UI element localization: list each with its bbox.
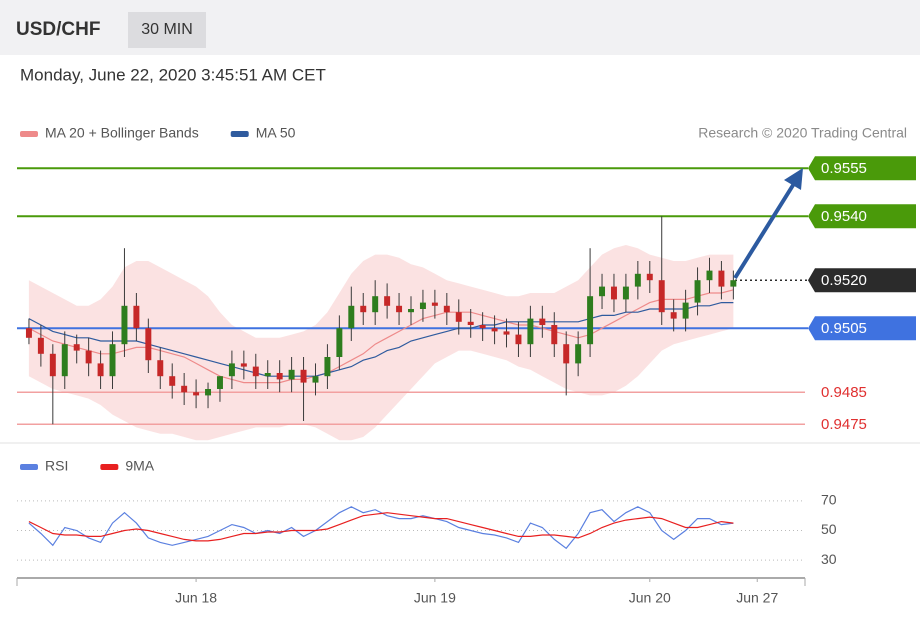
legend-label: 9MA xyxy=(125,458,154,474)
candle-body xyxy=(706,270,713,281)
legend-swatch xyxy=(230,131,249,137)
candle-body xyxy=(467,321,474,325)
x-tick-label: Jun 18 xyxy=(175,590,217,606)
symbol: USD/CHF xyxy=(16,19,100,40)
legend-swatch xyxy=(20,464,38,470)
candle-body xyxy=(479,325,486,329)
candle-body xyxy=(348,305,355,329)
level-label: 0.9555 xyxy=(821,160,867,177)
candle-body xyxy=(252,366,259,377)
candle-body xyxy=(575,344,582,364)
level-tag xyxy=(808,316,916,341)
candle-body xyxy=(527,318,534,345)
candle-body xyxy=(515,334,522,345)
target-arrowhead xyxy=(784,168,803,190)
level-label: 0.9475 xyxy=(821,416,867,433)
candle-body xyxy=(384,296,391,306)
level-label: 0.9485 xyxy=(821,384,867,401)
candle-body xyxy=(503,331,510,335)
legend-label: RSI xyxy=(45,458,68,474)
level-tag xyxy=(808,268,916,293)
candle-body xyxy=(109,344,116,377)
candle-body xyxy=(587,296,594,345)
candle-body xyxy=(37,337,44,354)
candle-body xyxy=(491,328,498,332)
candle-body xyxy=(658,280,665,313)
copyright: Research © 2020 Trading Central xyxy=(698,125,907,141)
candle-body xyxy=(324,357,331,377)
candle-body xyxy=(169,376,176,386)
candle-body xyxy=(121,305,128,345)
line xyxy=(28,512,734,542)
candle-body xyxy=(646,273,653,281)
candle-body xyxy=(216,376,223,389)
candle-body xyxy=(539,318,546,325)
candle-body xyxy=(193,392,200,396)
candle-body xyxy=(622,286,629,300)
timestamp: Monday, June 22, 2020 3:45:51 AM CET xyxy=(20,65,326,84)
candle-body xyxy=(264,373,271,377)
y-tick-label: 30 xyxy=(821,551,837,567)
candle-body xyxy=(431,302,438,306)
candle-body xyxy=(25,328,32,338)
candle-body xyxy=(360,305,367,313)
x-tick-label: Jun 20 xyxy=(629,590,671,606)
candle-body xyxy=(443,305,450,313)
candle-body xyxy=(49,353,56,377)
candle-body xyxy=(563,344,570,364)
legend-label: MA 50 xyxy=(256,125,296,141)
level-label: 0.9540 xyxy=(821,208,867,225)
candle-body xyxy=(97,363,104,377)
candle-body xyxy=(145,328,152,361)
candle-body xyxy=(634,273,641,287)
candle-body xyxy=(694,280,701,303)
y-tick-label: 70 xyxy=(821,492,837,508)
candle-body xyxy=(336,328,343,357)
candle-body xyxy=(682,302,689,319)
candle-body xyxy=(73,344,80,351)
level-tag xyxy=(808,204,916,229)
candle-body xyxy=(312,376,319,383)
candle-body xyxy=(408,309,414,313)
x-tick-label: Jun 19 xyxy=(414,590,456,606)
candle-body xyxy=(599,286,606,297)
candle-body xyxy=(455,312,462,322)
candle-body xyxy=(300,369,307,383)
candle-body xyxy=(718,270,725,287)
candle-body xyxy=(372,296,379,313)
candle-body xyxy=(730,280,737,287)
candle-body xyxy=(133,305,140,329)
candle-body xyxy=(276,373,283,380)
legend-swatch xyxy=(100,464,119,470)
bollinger-band xyxy=(28,245,734,441)
y-tick-label: 50 xyxy=(821,521,837,537)
x-tick-label: Jun 27 xyxy=(736,590,778,606)
candle-body xyxy=(157,360,164,377)
legend-swatch xyxy=(20,131,38,137)
candle-body xyxy=(240,363,247,367)
candle-body xyxy=(61,344,68,377)
line xyxy=(28,506,734,550)
candle-body xyxy=(205,389,212,396)
level-label: 0.9520 xyxy=(821,272,867,289)
level-label: 0.9505 xyxy=(821,320,867,337)
candle-body xyxy=(288,369,295,380)
candle-body xyxy=(85,350,92,364)
candle-body xyxy=(551,325,558,345)
candle-body xyxy=(396,305,403,313)
legend-label: MA 20 + Bollinger Bands xyxy=(45,125,199,141)
target-arrow xyxy=(733,180,797,280)
candle-body xyxy=(181,385,188,393)
candle-body xyxy=(419,302,426,309)
candle-body xyxy=(670,312,677,319)
candle-body xyxy=(228,363,235,377)
level-tag xyxy=(808,156,916,181)
timeframe[interactable]: 30 MIN xyxy=(141,21,193,38)
candle-body xyxy=(610,286,617,300)
timeframe-box[interactable] xyxy=(128,12,206,48)
